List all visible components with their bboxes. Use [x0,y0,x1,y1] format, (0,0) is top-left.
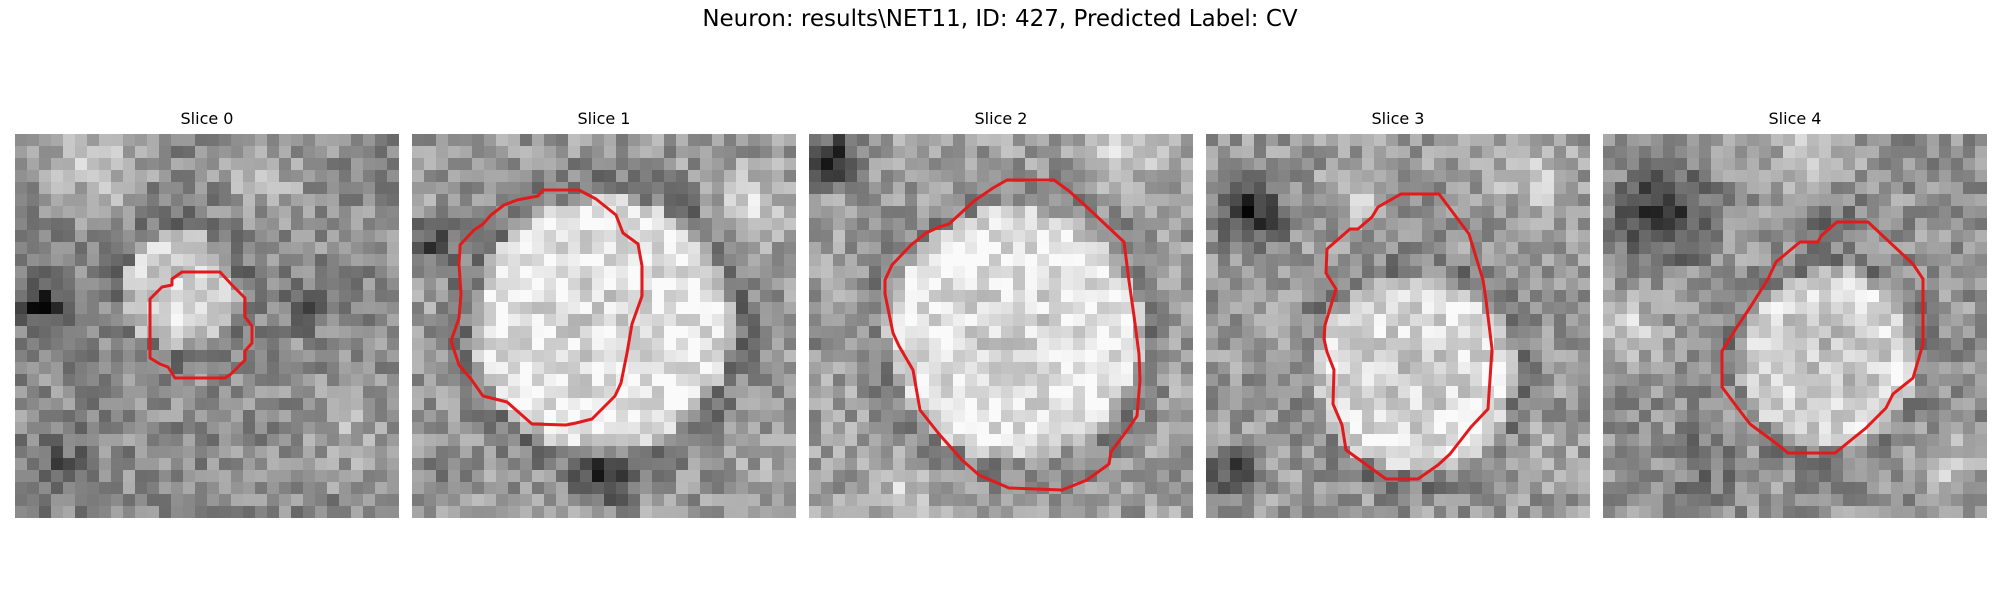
pixel-grid [809,134,1193,518]
slice-panel: Slice 4 [1603,108,1987,518]
slice-image [15,134,399,518]
pixel-grid [1603,134,1987,518]
slice-image [412,134,796,518]
pixel-grid [412,134,796,518]
slice-title: Slice 4 [1768,109,1822,128]
slice-image [809,134,1193,518]
slice-title: Slice 3 [1371,109,1425,128]
slice-panel: Slice 2 [809,108,1193,518]
slice-image [1206,134,1590,518]
segmentation-contour [883,178,1142,492]
slice-image [1603,134,1987,518]
pixel-grid [1206,134,1590,518]
segmentation-contour [1322,192,1494,481]
slice-title: Slice 0 [180,109,234,128]
slice-panel: Slice 1 [412,108,796,518]
segmentation-contour [1720,220,1925,455]
slice-panel: Slice 3 [1206,108,1590,518]
slice-title: Slice 2 [974,109,1028,128]
slice-title: Slice 1 [577,109,631,128]
segmentation-contour [449,188,644,427]
segmentation-contour [148,270,254,380]
slice-panel: Slice 0 [15,108,399,518]
pixel-grid [15,134,399,518]
figure-title: Neuron: results\NET11, ID: 427, Predicte… [702,6,1298,32]
